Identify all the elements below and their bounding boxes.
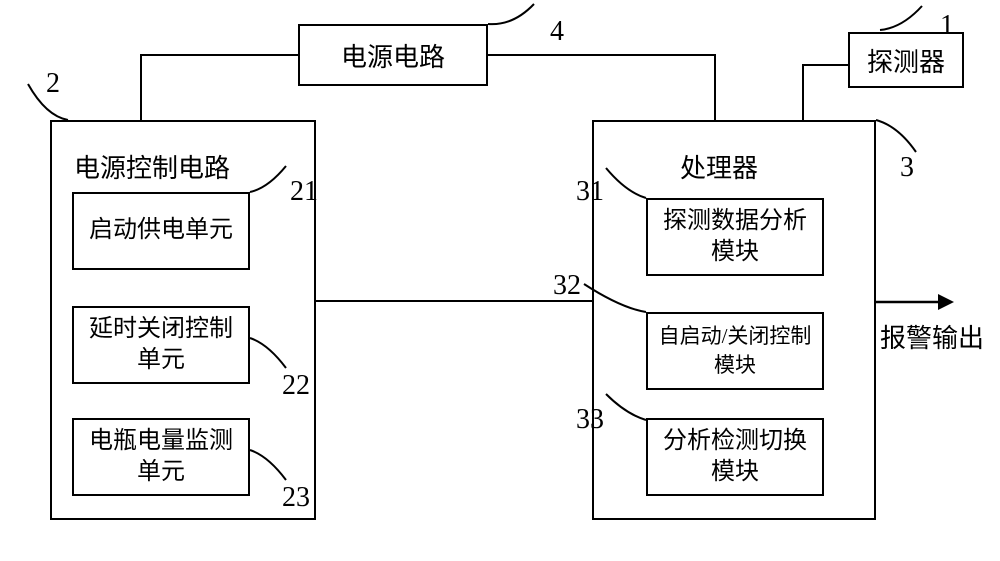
num-3: 3 xyxy=(900,152,914,184)
callout-23 xyxy=(250,446,300,486)
line-pcc-to-proc xyxy=(316,300,592,302)
num-4: 4 xyxy=(550,16,564,48)
num-32: 32 xyxy=(553,270,581,302)
start-unit-label: 启动供电单元 xyxy=(81,215,241,246)
num-21: 21 xyxy=(290,176,318,208)
num-31: 31 xyxy=(576,176,604,208)
selfstart-mod-label: 自启动/关闭控制模块 xyxy=(648,322,822,381)
battery-unit-label: 电瓶电量监测单元 xyxy=(74,426,248,488)
detector-label: 探测器 xyxy=(867,42,945,79)
num-2: 2 xyxy=(46,68,60,100)
line-pc-to-proc-v xyxy=(714,54,716,120)
line-det-to-proc-v xyxy=(802,64,804,120)
num-22: 22 xyxy=(282,370,310,402)
line-pc-to-pcc-h xyxy=(140,54,298,56)
callout-31 xyxy=(600,162,650,202)
switch-mod-box: 分析检测切换模块 xyxy=(646,418,824,496)
line-pc-to-pcc-v xyxy=(140,54,142,120)
processor-title: 处理器 xyxy=(680,148,758,185)
callout-33 xyxy=(600,390,650,426)
callout-22 xyxy=(250,334,300,374)
power-control-title: 电源控制电路 xyxy=(74,148,230,185)
alarm-output-label: 报警输出 xyxy=(880,318,984,355)
battery-unit-box: 电瓶电量监测单元 xyxy=(72,418,250,496)
line-pc-to-proc-h xyxy=(488,54,716,56)
delay-unit-box: 延时关闭控制单元 xyxy=(72,306,250,384)
power-circuit-box: 电源电路 xyxy=(298,24,488,86)
num-1: 1 xyxy=(940,10,954,42)
callout-32 xyxy=(576,280,646,316)
analysis-mod-box: 探测数据分析模块 xyxy=(646,198,824,276)
selfstart-mod-box: 自启动/关闭控制模块 xyxy=(646,312,824,390)
delay-unit-label: 延时关闭控制单元 xyxy=(74,314,248,376)
analysis-mod-label: 探测数据分析模块 xyxy=(648,206,822,268)
power-circuit-label: 电源电路 xyxy=(341,37,445,74)
start-unit-box: 启动供电单元 xyxy=(72,192,250,270)
line-det-to-proc-h xyxy=(802,64,848,66)
num-23: 23 xyxy=(282,482,310,514)
num-33: 33 xyxy=(576,404,604,436)
arrow-output xyxy=(876,300,956,320)
switch-mod-label: 分析检测切换模块 xyxy=(648,426,822,488)
